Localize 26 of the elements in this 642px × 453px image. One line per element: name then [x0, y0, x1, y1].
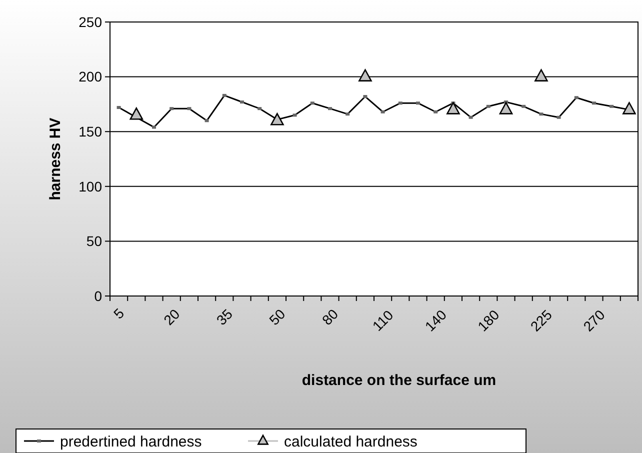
x-tick-label: 50 — [266, 306, 288, 328]
y-tick-label: 100 — [78, 178, 102, 194]
point — [358, 69, 372, 82]
point — [499, 102, 513, 114]
x-tick-label: 140 — [422, 306, 450, 334]
y-tick-label: 50 — [86, 233, 102, 250]
y-tick-label: 200 — [78, 68, 102, 85]
point — [130, 108, 144, 120]
y-tick-label: 150 — [78, 124, 102, 140]
y-tick-label: 250 — [78, 14, 102, 30]
x-axis-title: distance on the surface um — [302, 372, 496, 389]
x-tick-label: 225 — [527, 306, 556, 334]
x-tick-label: 80 — [318, 306, 342, 328]
x-tick-label: 35 — [213, 306, 236, 328]
y-tick-label: 0 — [94, 288, 102, 304]
point — [622, 102, 636, 114]
legend-label: calculated hardness — [284, 433, 418, 450]
point — [446, 102, 460, 114]
x-tick-label: 5 — [110, 304, 128, 322]
x-tick-label: 270 — [580, 306, 608, 334]
x-tick-label: 20 — [160, 306, 183, 328]
legend-label: predertined hardness — [60, 433, 202, 450]
y-axis-title: harness HV — [47, 118, 64, 200]
x-tick-label: 110 — [369, 306, 396, 334]
point — [534, 69, 548, 82]
x-tick-label: 180 — [474, 306, 502, 334]
